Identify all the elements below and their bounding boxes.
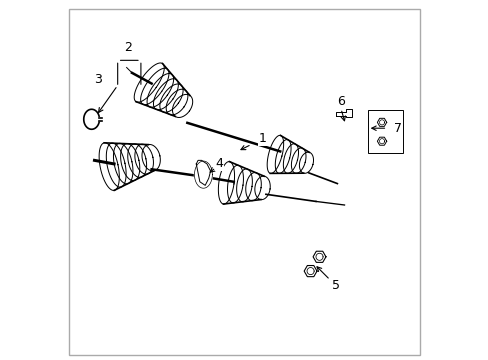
Text: 1: 1: [258, 132, 266, 145]
Bar: [367, 111, 403, 153]
Polygon shape: [312, 250, 325, 263]
Polygon shape: [335, 109, 351, 117]
Text: 2: 2: [124, 41, 132, 54]
Text: 7: 7: [393, 122, 401, 135]
Text: 3: 3: [94, 73, 102, 86]
Polygon shape: [377, 136, 386, 146]
Polygon shape: [196, 160, 210, 185]
Polygon shape: [304, 265, 316, 278]
Polygon shape: [194, 161, 212, 188]
Text: 5: 5: [331, 279, 339, 292]
Text: 6: 6: [336, 95, 344, 108]
Text: 4: 4: [215, 157, 223, 170]
Polygon shape: [377, 118, 386, 127]
